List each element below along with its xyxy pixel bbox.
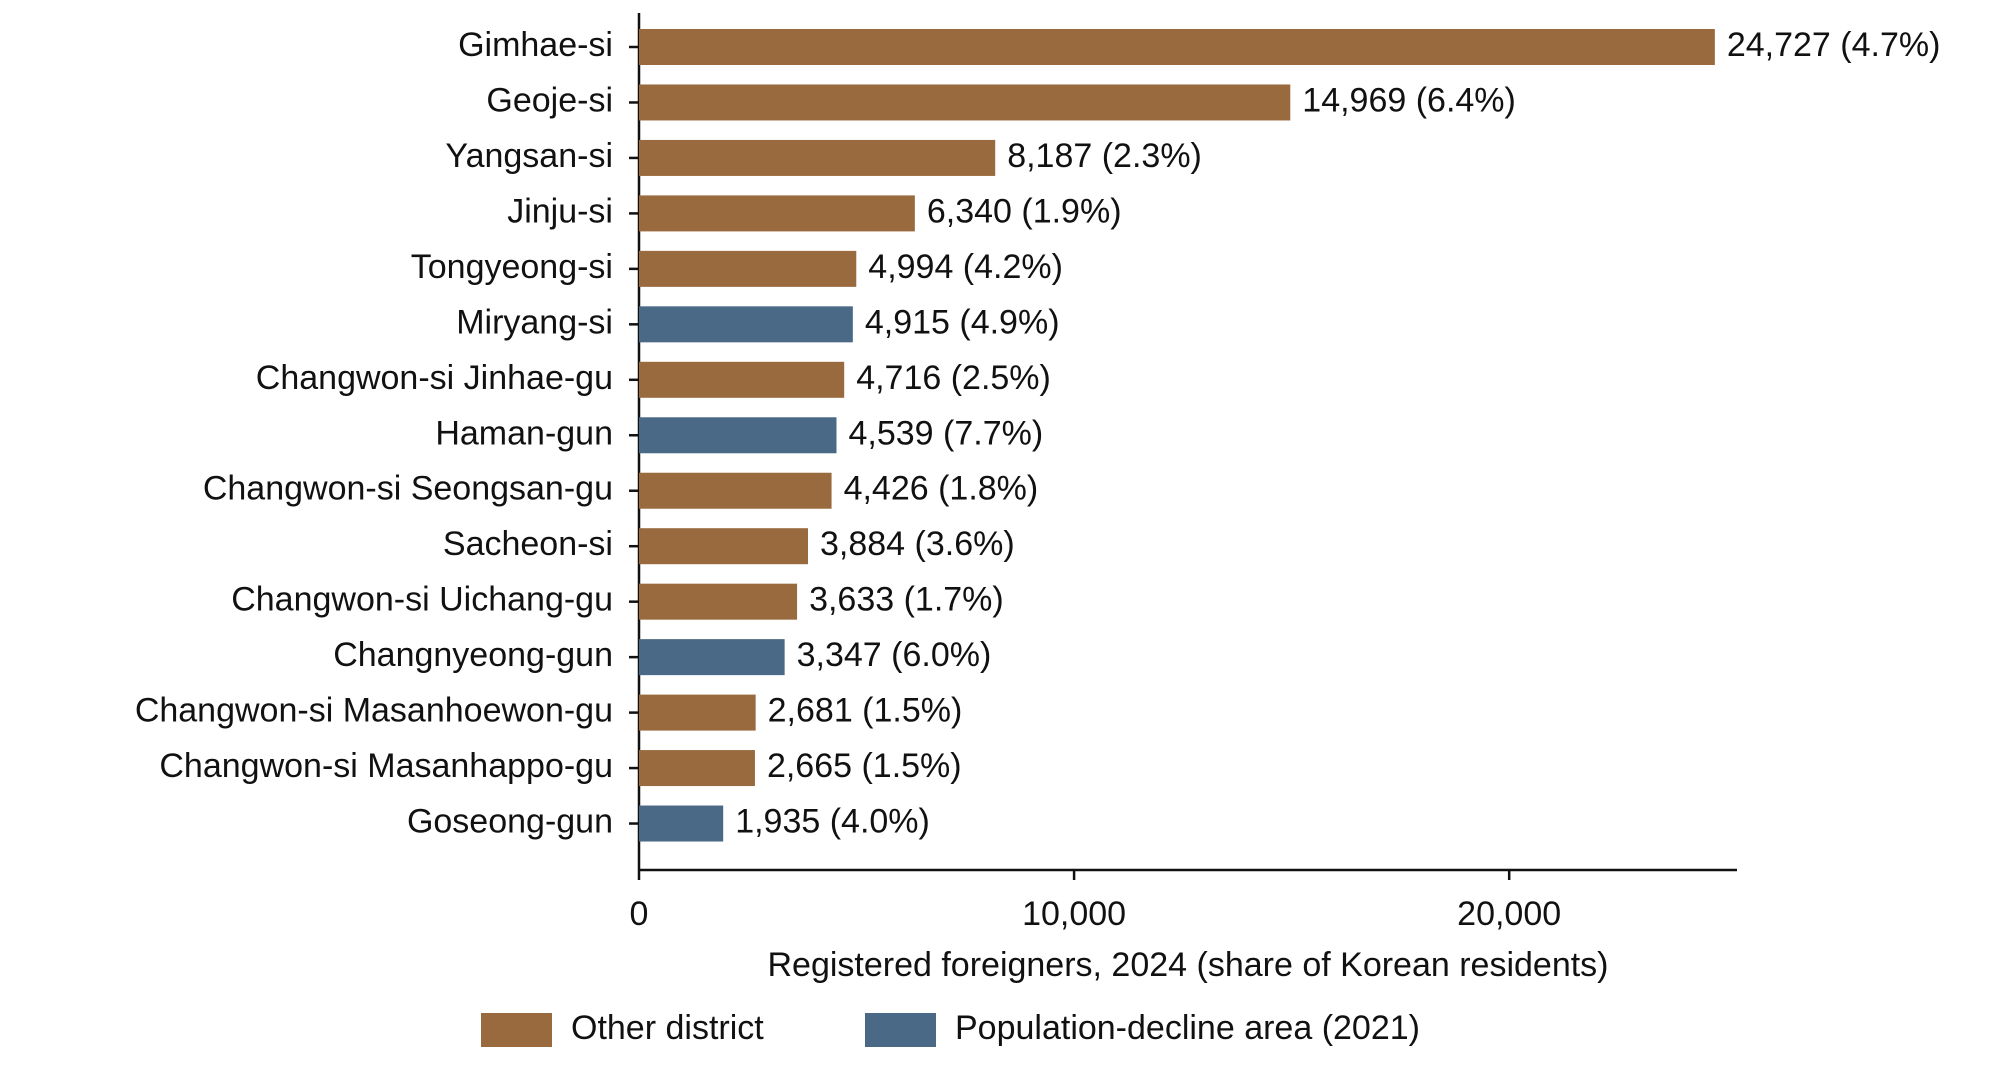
legend-label: Other district [571,1009,764,1047]
bar [639,417,837,454]
y-tick-label: Yangsan-si [445,137,613,175]
x-tick-label: 20,000 [1457,895,1561,933]
value-label: 8,187 (2.3%) [1007,137,1202,175]
y-tick-label: Geoje-si [486,81,613,119]
bar [639,639,785,676]
bar [639,195,915,232]
bar [639,84,1291,121]
value-label: 4,426 (1.8%) [844,470,1039,508]
value-label: 4,994 (4.2%) [868,248,1063,286]
x-tick-label: 0 [630,895,649,933]
value-label: 3,347 (6.0%) [797,636,992,674]
value-label: 2,681 (1.5%) [768,692,963,730]
bar [639,805,724,842]
bar [639,361,845,398]
bar [639,528,808,565]
legend-swatch [481,1013,552,1047]
bar [639,139,996,176]
legend-label: Population-decline area (2021) [955,1009,1420,1047]
value-label: 4,539 (7.7%) [848,414,1043,452]
value-label: 4,915 (4.9%) [865,303,1060,341]
bar [639,750,755,787]
value-label: 24,727 (4.7%) [1727,26,1941,64]
value-label: 1,935 (4.0%) [735,803,930,841]
y-tick-label: Tongyeong-si [411,248,613,286]
value-label: 4,716 (2.5%) [856,359,1051,397]
bar [639,250,857,287]
bar [639,583,798,620]
value-label: 2,665 (1.5%) [767,747,962,785]
y-tick-label: Changnyeong-gun [333,636,613,674]
bar [639,472,832,509]
value-label: 14,969 (6.4%) [1302,81,1516,119]
value-label: 6,340 (1.9%) [927,192,1122,230]
y-tick-label: Changwon-si Seongsan-gu [203,470,613,508]
bar [639,694,756,731]
y-tick-label: Changwon-si Masanhoewon-gu [135,692,613,730]
bar [639,306,853,343]
y-tick-label: Changwon-si Uichang-gu [231,581,613,619]
y-tick-label: Miryang-si [456,303,613,341]
y-tick-label: Jinju-si [507,192,613,230]
x-tick-label: 10,000 [1022,895,1126,933]
y-tick-label: Sacheon-si [443,525,613,563]
legend-swatch [865,1013,936,1047]
bar [639,29,1715,65]
value-label: 3,884 (3.6%) [820,525,1015,563]
y-tick-label: Changwon-si Jinhae-gu [256,359,613,397]
value-label: 3,633 (1.7%) [809,581,1004,619]
y-tick-label: Changwon-si Masanhappo-gu [159,747,613,785]
y-tick-label: Goseong-gun [407,803,613,841]
x-axis-label: Registered foreigners, 2024 (share of Ko… [767,946,1608,984]
y-tick-label: Haman-gun [435,414,613,452]
y-tick-label: Gimhae-si [458,26,613,64]
